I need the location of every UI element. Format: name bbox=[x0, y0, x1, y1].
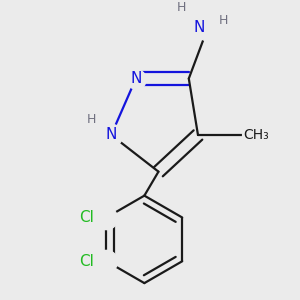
Text: N: N bbox=[106, 128, 117, 142]
Text: H: H bbox=[219, 14, 228, 27]
Text: N: N bbox=[194, 20, 205, 35]
Text: Cl: Cl bbox=[79, 210, 94, 225]
Text: H: H bbox=[87, 113, 96, 126]
Text: Cl: Cl bbox=[79, 254, 94, 269]
Text: N: N bbox=[130, 71, 142, 86]
Text: CH₃: CH₃ bbox=[243, 128, 269, 142]
Text: H: H bbox=[176, 2, 186, 14]
